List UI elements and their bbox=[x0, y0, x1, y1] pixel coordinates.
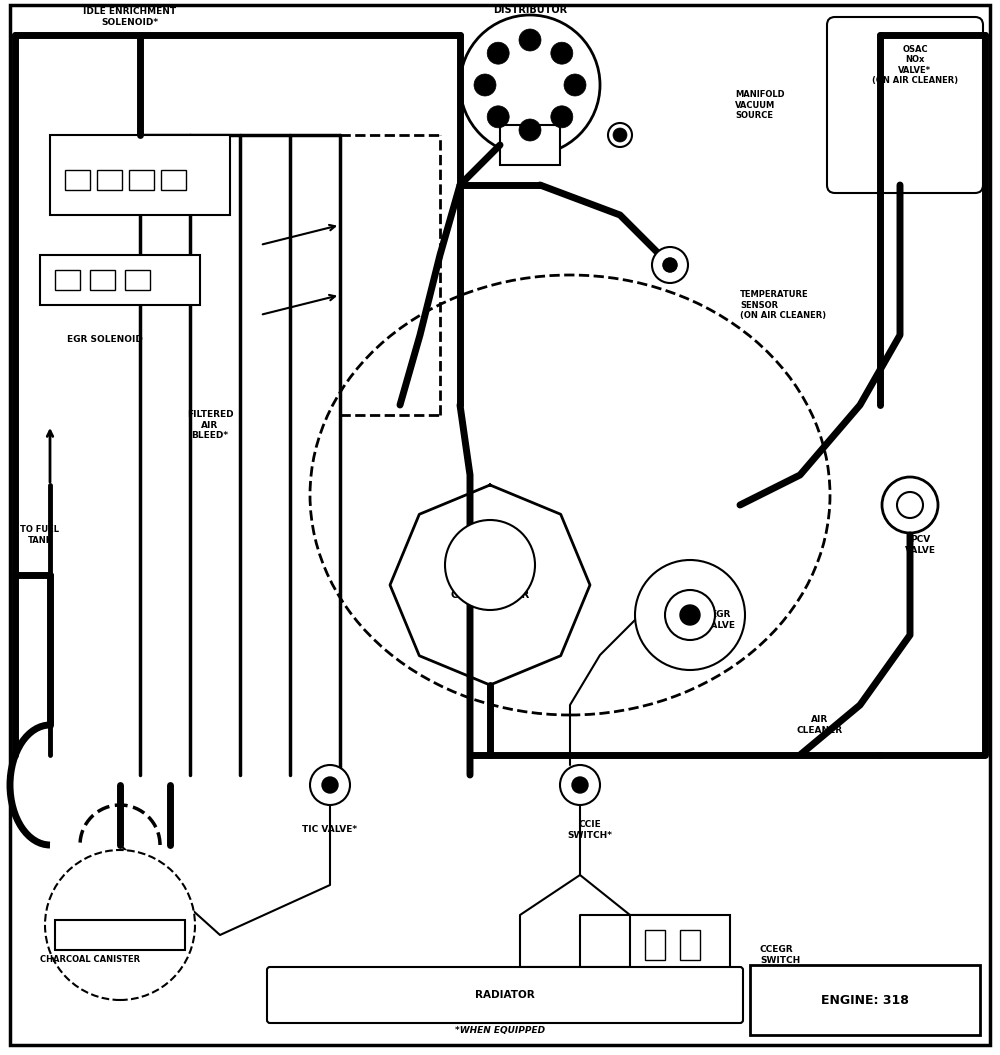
Circle shape bbox=[572, 776, 588, 793]
Circle shape bbox=[445, 520, 535, 610]
Circle shape bbox=[519, 28, 541, 51]
Text: MANIFOLD
VACUUM
SOURCE: MANIFOLD VACUUM SOURCE bbox=[735, 90, 785, 120]
Text: CCIE
SWITCH*: CCIE SWITCH* bbox=[568, 821, 612, 840]
Circle shape bbox=[652, 247, 688, 283]
Circle shape bbox=[608, 123, 632, 147]
Text: TIC VALVE*: TIC VALVE* bbox=[302, 825, 358, 835]
Bar bbox=[125, 270, 150, 290]
Circle shape bbox=[897, 492, 923, 518]
Text: ENGINE: 318: ENGINE: 318 bbox=[821, 994, 909, 1006]
Text: *WHEN EQUIPPED: *WHEN EQUIPPED bbox=[455, 1025, 545, 1035]
Bar bbox=[90, 270, 115, 290]
Text: EGR
VALVE: EGR VALVE bbox=[704, 610, 736, 630]
Text: AIR
CLEANER: AIR CLEANER bbox=[797, 715, 843, 734]
Bar bbox=[500, 124, 560, 165]
Bar bbox=[630, 915, 730, 975]
Polygon shape bbox=[390, 485, 590, 685]
Circle shape bbox=[680, 605, 700, 625]
Text: IDLE ENRICHMENT
SOLENOID*: IDLE ENRICHMENT SOLENOID* bbox=[83, 7, 177, 26]
Circle shape bbox=[551, 106, 573, 128]
Bar bbox=[50, 135, 230, 215]
Bar bbox=[65, 170, 90, 190]
Circle shape bbox=[573, 778, 587, 792]
Text: CHARCOAL CANISTER: CHARCOAL CANISTER bbox=[40, 956, 140, 964]
Text: PCV
VALVE: PCV VALVE bbox=[904, 535, 936, 555]
Circle shape bbox=[560, 765, 600, 805]
Text: OSAC
NOx
VALVE*
(ON AIR CLEANER): OSAC NOx VALVE* (ON AIR CLEANER) bbox=[872, 45, 958, 85]
Text: CARBURETOR: CARBURETOR bbox=[450, 590, 530, 600]
Text: RADIATOR: RADIATOR bbox=[475, 990, 535, 1000]
Text: TO FUEL
TANK: TO FUEL TANK bbox=[20, 525, 60, 544]
Circle shape bbox=[665, 590, 715, 640]
Bar bbox=[750, 965, 980, 1035]
Circle shape bbox=[323, 778, 337, 792]
Bar bbox=[129, 170, 154, 190]
Circle shape bbox=[635, 560, 745, 670]
Circle shape bbox=[551, 42, 573, 64]
Bar bbox=[645, 931, 665, 960]
Circle shape bbox=[322, 776, 338, 793]
Bar bbox=[680, 931, 700, 960]
Bar bbox=[55, 920, 185, 950]
Circle shape bbox=[474, 74, 496, 96]
Circle shape bbox=[613, 128, 627, 142]
Circle shape bbox=[460, 15, 600, 155]
Text: DISTRIBUTOR: DISTRIBUTOR bbox=[493, 5, 567, 15]
Circle shape bbox=[663, 258, 677, 272]
FancyBboxPatch shape bbox=[827, 17, 983, 193]
Circle shape bbox=[882, 477, 938, 533]
Circle shape bbox=[564, 74, 586, 96]
Circle shape bbox=[487, 106, 509, 128]
Circle shape bbox=[487, 42, 509, 64]
Bar bbox=[40, 255, 200, 305]
Circle shape bbox=[663, 258, 677, 272]
Text: TEMPERATURE
SENSOR
(ON AIR CLEANER): TEMPERATURE SENSOR (ON AIR CLEANER) bbox=[740, 290, 826, 320]
Bar bbox=[161, 170, 186, 190]
Bar bbox=[55, 270, 80, 290]
Circle shape bbox=[310, 765, 350, 805]
Text: EGR SOLENOID: EGR SOLENOID bbox=[67, 335, 143, 345]
Bar bbox=[97, 170, 122, 190]
Text: FILTERED
AIR
BLEED*: FILTERED AIR BLEED* bbox=[187, 410, 233, 440]
FancyBboxPatch shape bbox=[267, 967, 743, 1023]
Circle shape bbox=[519, 119, 541, 141]
Text: CCEGR
SWITCH: CCEGR SWITCH bbox=[760, 945, 800, 964]
Circle shape bbox=[45, 850, 195, 1000]
